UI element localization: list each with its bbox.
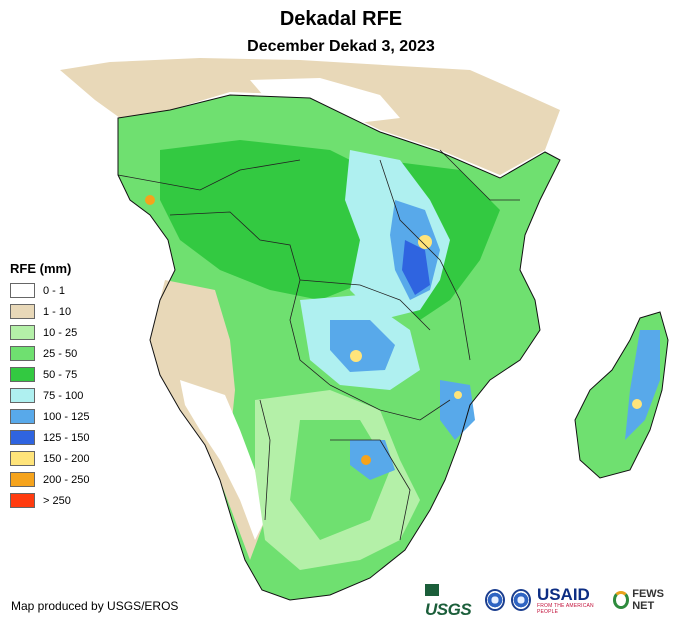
legend-item: 50 - 75 [10, 364, 89, 385]
usgs-logo: USGS [425, 580, 479, 620]
hotspot-2 [350, 350, 362, 362]
legend-label: 0 - 1 [43, 284, 66, 297]
hotspot-4 [145, 195, 155, 205]
legend-item: 125 - 150 [10, 427, 89, 448]
legend-title: RFE (mm) [10, 261, 72, 276]
usaid-tagline: FROM THE AMERICAN PEOPLE [536, 603, 594, 615]
legend-item: 200 - 250 [10, 469, 89, 490]
hotspot-1 [418, 235, 432, 249]
usgs-logo-text: USGS [425, 600, 472, 619]
legend-label: 100 - 125 [43, 410, 90, 423]
legend: RFE (mm) 0 - 1 1 - 10 10 - 25 25 - 50 50… [10, 261, 89, 511]
north-dry-region [60, 58, 560, 175]
legend-item: 0 - 1 [10, 280, 89, 301]
credit-text: Map produced by USGS/EROS [11, 599, 179, 613]
fews-net-logo: FEWS NET [632, 588, 665, 612]
legend-label: 200 - 250 [43, 473, 90, 486]
hotspot-3 [361, 455, 371, 465]
madagascar-wet [625, 330, 660, 440]
noaa-seal-icon [485, 589, 506, 611]
legend-item: > 250 [10, 490, 89, 511]
legend-swatch [10, 472, 35, 487]
legend-item: 150 - 200 [10, 448, 89, 469]
namibia-desert [180, 380, 265, 540]
hotspot-5 [454, 391, 462, 399]
legend-label: > 250 [43, 494, 71, 507]
fews-net-icon [612, 591, 630, 609]
usgs-mark-icon [425, 584, 439, 596]
legend-swatch [10, 451, 35, 466]
legend-label: 150 - 200 [43, 452, 90, 465]
legend-item: 1 - 10 [10, 301, 89, 322]
legend-swatch [10, 388, 35, 403]
equatorial-wet-zone [160, 140, 390, 300]
map-title: Dekadal RFE [279, 8, 403, 30]
usaid-logo: USAID FROM THE AMERICAN PEOPLE [537, 585, 607, 615]
legend-label: 1 - 10 [43, 305, 72, 318]
legend-label: 50 - 75 [43, 368, 78, 381]
logo-strip: USGS USAID FROM THE AMERICAN PEOPLE FEWS … [425, 584, 682, 619]
legend-swatch [10, 409, 35, 424]
legend-swatch [10, 367, 35, 382]
legend-item: 100 - 125 [10, 406, 89, 427]
legend-label: 10 - 25 [43, 326, 78, 339]
zimbabwe-blue [350, 440, 395, 480]
usaid-logo-text: USAID [536, 585, 590, 604]
legend-label: 75 - 100 [43, 389, 84, 402]
legend-swatch [10, 430, 35, 445]
usaid-seal-icon [511, 589, 531, 611]
blue-core-3 [402, 240, 430, 295]
legend-swatch [10, 346, 35, 361]
legend-label: 125 - 150 [43, 431, 90, 444]
legend-item: 10 - 25 [10, 322, 89, 343]
legend-label: 25 - 50 [43, 347, 78, 360]
legend-item: 25 - 50 [10, 343, 89, 364]
madagascar-hotspot [632, 399, 642, 409]
legend-swatch [10, 283, 35, 298]
legend-swatch [10, 304, 35, 319]
madagascar-coastline [574, 311, 669, 479]
blue-core-2 [330, 320, 395, 372]
legend-swatch [10, 493, 35, 508]
coastline [117, 94, 561, 601]
country-borders [117, 149, 520, 541]
legend-swatch [10, 325, 35, 340]
legend-item: 75 - 100 [10, 385, 89, 406]
mozambique-blue [440, 380, 475, 440]
map-subtitle: December Dekad 3, 2023 [247, 38, 435, 55]
